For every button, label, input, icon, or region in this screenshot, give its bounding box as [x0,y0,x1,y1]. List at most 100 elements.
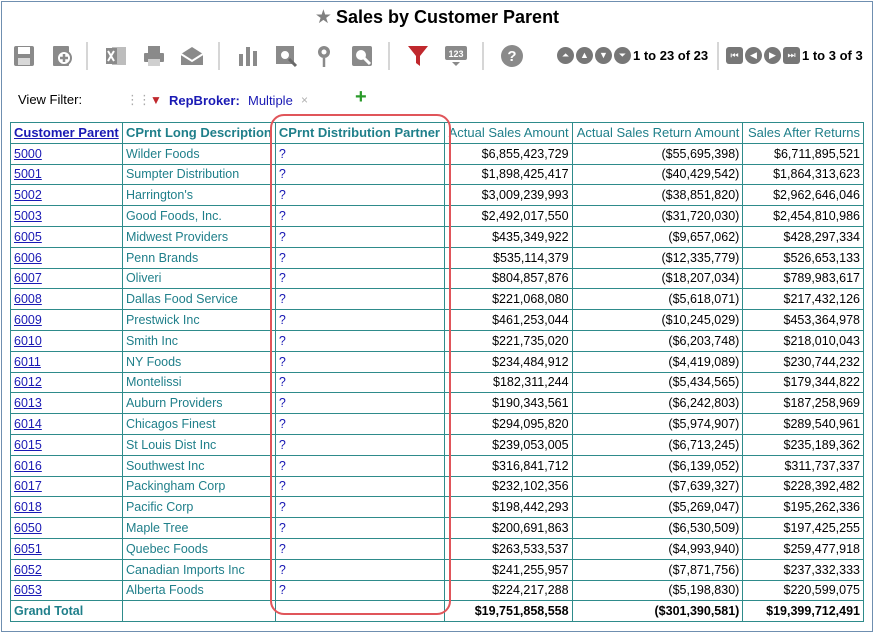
excel-icon[interactable] [102,42,130,70]
filter-icon[interactable] [404,42,432,70]
customer-parent-link[interactable]: 6052 [14,562,42,577]
next-col-icon[interactable]: ▶ [764,47,781,64]
remove-filter-icon[interactable]: × [301,93,309,107]
column-header-actual-sales[interactable]: Actual Sales Amount [443,122,573,144]
number-icon[interactable]: 123 [442,42,470,70]
distribution-partner-cell: ? [274,454,445,477]
filter-name[interactable]: RepBroker: [169,93,240,108]
sales-return-cell: ($40,429,542) [571,163,744,186]
column-header-sales-return[interactable]: Actual Sales Return Amount [571,122,744,144]
add-filter-icon[interactable]: + [355,86,367,108]
long-description-cell: Wilder Foods [121,142,276,165]
sales-after-returns-cell: $228,392,482 [742,475,864,498]
first-col-icon[interactable]: ⏮ [726,47,743,64]
view-filter-bar: View Filter: ⋮⋮ ▼ RepBroker: Multiple × … [18,86,518,112]
table-row: 6051 Quebec Foods? $263,533,537 ($4,993,940… [10,537,864,560]
long-description-cell: Maple Tree [121,517,276,539]
last-col-icon[interactable]: ⏭ [783,47,800,64]
favorite-star-icon[interactable]: ★ [314,7,332,28]
customer-parent-link[interactable]: 6013 [14,396,42,411]
customer-parent-link[interactable]: 6012 [14,375,42,390]
customer-parent-cell: 6016 [10,454,123,477]
table-row: 6008 Dallas Food Service? $221,068,080 ($5,… [10,288,864,311]
actual-sales-cell: $221,068,080 [443,288,573,311]
sales-after-returns-cell: $218,010,043 [742,329,864,352]
sales-return-cell: ($38,851,820) [571,184,744,207]
customer-parent-link[interactable]: 6009 [14,313,42,328]
last-row-icon[interactable]: ⏷ [614,47,631,64]
column-header-distribution-partner[interactable]: CPrnt Distribution Partner [274,122,445,144]
actual-sales-cell: $263,533,537 [443,537,573,560]
save-icon[interactable] [10,42,38,70]
svg-text:123: 123 [448,49,463,59]
long-description-cell: St Louis Dist Inc [121,433,276,456]
customer-parent-link[interactable]: 6010 [14,333,42,348]
bar-chart-icon[interactable] [234,42,262,70]
table-row: 6005 Midwest Providers? $435,349,922 ($9,65… [10,225,864,248]
help-icon[interactable]: ? [498,42,526,70]
customer-parent-link[interactable]: 6005 [14,229,42,244]
customer-parent-link[interactable]: 6018 [14,500,42,515]
customer-parent-link[interactable]: 6017 [14,479,42,494]
drag-handle-icon[interactable]: ⋮⋮ [126,92,151,107]
distribution-partner-cell: ? [274,225,445,248]
customer-parent-cell: 6010 [10,329,123,352]
customer-parent-link[interactable]: 6007 [14,271,42,286]
actual-sales-cell: $294,095,820 [443,413,573,435]
sales-after-returns-cell: $311,737,337 [742,454,864,477]
customer-parent-link[interactable]: 6050 [14,521,42,536]
email-icon[interactable] [178,42,206,70]
customer-parent-link[interactable]: 5001 [14,167,42,182]
customer-parent-cell: 6013 [10,392,123,415]
table-row: 6013 Auburn Providers? $190,343,561 ($6,242… [10,392,864,415]
grand-total-empty [121,600,276,623]
customer-parent-cell: 6017 [10,475,123,498]
distribution-partner-cell: ? [274,350,445,373]
svg-text:?: ? [507,48,516,65]
customer-parent-cell: 6008 [10,288,123,311]
map-pin-icon[interactable] [310,42,338,70]
prev-row-icon[interactable]: ▲ [576,47,593,64]
zoom-icon[interactable] [348,42,376,70]
sales-return-cell: ($5,198,830) [571,579,744,602]
prev-col-icon[interactable]: ◀ [745,47,762,64]
column-header-long-description[interactable]: CPrnt Long Description [121,122,276,144]
filter-value[interactable]: Multiple [248,93,293,108]
distribution-partner-cell: ? [274,205,445,227]
distribution-partner-cell: ? [274,579,445,602]
customer-parent-link[interactable]: 6008 [14,292,42,307]
sales-after-returns-cell: $453,364,978 [742,309,864,331]
actual-sales-cell: $198,442,293 [443,496,573,519]
customer-parent-link[interactable]: 5003 [14,209,42,224]
customer-parent-link[interactable]: 6051 [14,541,42,556]
sales-after-returns-cell: $428,297,334 [742,225,864,248]
actual-sales-cell: $461,253,044 [443,309,573,331]
first-row-icon[interactable]: ⏶ [557,47,574,64]
actual-sales-cell: $234,484,912 [443,350,573,373]
column-header-customer-parent[interactable]: Customer Parent [10,122,123,144]
customer-parent-link[interactable]: 6053 [14,583,42,598]
column-header-sales-after-returns[interactable]: Sales After Returns [742,122,864,144]
long-description-cell: Chicagos Finest [121,413,276,435]
sales-return-cell: ($4,419,089) [571,350,744,373]
long-description-cell: Alberta Foods [121,579,276,602]
customer-parent-link[interactable]: 6015 [14,437,42,452]
customer-parent-link[interactable]: 5002 [14,188,42,203]
next-row-icon[interactable]: ▼ [595,47,612,64]
actual-sales-cell: $221,735,020 [443,329,573,352]
long-description-cell: Sumpter Distribution [121,163,276,186]
search-report-icon[interactable] [272,42,300,70]
sales-after-returns-cell: $2,454,810,986 [742,205,864,227]
customer-parent-link[interactable]: 6006 [14,250,42,265]
table-row: 6012 Montelissi? $182,311,244 ($5,434,565) $… [10,371,864,394]
table-row: 6015 St Louis Dist Inc? $239,053,005 ($6,71… [10,433,864,456]
customer-parent-link[interactable]: 5000 [14,146,42,161]
customer-parent-link[interactable]: 6016 [14,458,42,473]
row-pager-text: 1 to 23 of 23 [633,48,709,63]
distribution-partner-cell: ? [274,558,445,581]
customer-parent-link[interactable]: 6014 [14,417,42,432]
print-icon[interactable] [140,42,168,70]
customer-parent-link[interactable]: 6011 [14,354,41,369]
add-icon[interactable] [48,42,76,70]
distribution-partner-cell: ? [274,142,445,165]
